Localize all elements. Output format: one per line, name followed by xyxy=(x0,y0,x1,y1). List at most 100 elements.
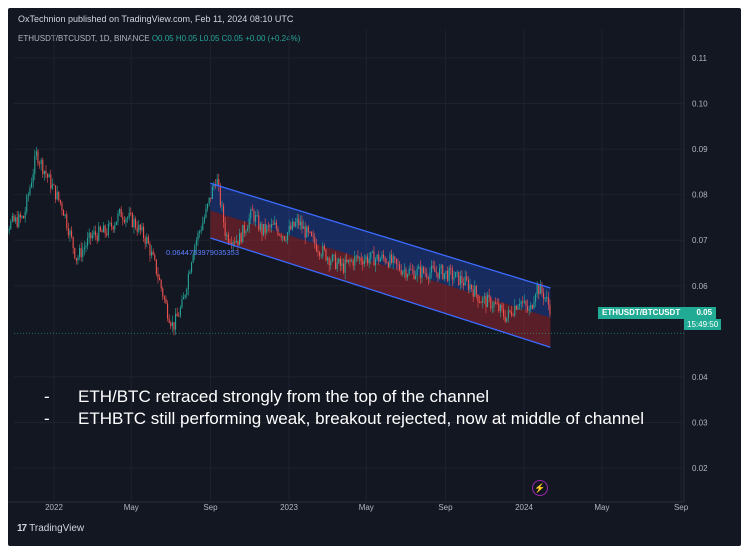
candle-body xyxy=(352,260,354,266)
candle-body xyxy=(133,218,135,227)
candle-body xyxy=(24,211,26,219)
candle-body xyxy=(109,222,111,224)
candle-body xyxy=(138,224,140,232)
last-price-tag: ETHUSDT/BTCUSDT 0.05 xyxy=(598,307,717,319)
candle-body xyxy=(479,302,481,303)
candle-body xyxy=(509,310,511,312)
candle-body xyxy=(322,245,324,256)
candle-body xyxy=(549,304,551,315)
candle-body xyxy=(168,318,170,323)
ohlc-values: O0.05 H0.05 L0.05 C0.05 +0.00 (+0.24%) xyxy=(151,34,301,43)
candle-body xyxy=(235,240,237,243)
candle-body xyxy=(167,303,169,319)
candle-body xyxy=(394,256,396,259)
candle-body xyxy=(466,276,468,281)
candle-body xyxy=(99,226,101,231)
candle-body xyxy=(266,225,268,233)
tradingview-logo-icon: 17 xyxy=(17,523,27,534)
candle-body xyxy=(154,254,156,260)
candle-body xyxy=(344,259,346,273)
tradingview-logo[interactable]: 17 TradingView xyxy=(17,523,84,534)
symbol-legend[interactable]: ETHUSDT/BTCUSDT, 1D, BINANCE O0.05 H0.05… xyxy=(18,34,300,43)
candle-body xyxy=(240,233,242,243)
candle-body xyxy=(499,305,501,312)
candle-body xyxy=(173,322,175,330)
lightning-icon[interactable]: ⚡ xyxy=(532,480,548,496)
x-tick-label: May xyxy=(594,503,609,512)
candle-body xyxy=(410,269,412,270)
candle-body xyxy=(216,179,218,186)
candle-body xyxy=(117,213,119,222)
candle-body xyxy=(397,263,399,265)
candle-body xyxy=(496,303,498,305)
candle-body xyxy=(346,259,348,263)
candle-body xyxy=(403,269,405,272)
candle-body xyxy=(19,214,21,218)
candle-body xyxy=(506,317,508,322)
candle-body xyxy=(202,222,204,230)
x-tick-label: Sep xyxy=(674,503,689,512)
candle-body xyxy=(251,209,253,211)
candle-body xyxy=(178,316,180,317)
candle-body xyxy=(152,251,154,255)
candle-body xyxy=(125,218,127,223)
candle-body xyxy=(231,243,233,245)
candle-body xyxy=(405,269,407,278)
candle-body xyxy=(159,277,161,281)
candle-body xyxy=(528,309,530,311)
candle-body xyxy=(331,254,333,262)
candle-body xyxy=(141,226,143,230)
candle-body xyxy=(368,258,370,264)
note-row: - ETHBTC still performing weak, breakout … xyxy=(44,408,644,430)
candle-body xyxy=(525,301,527,306)
candle-body xyxy=(104,225,106,234)
candle-body xyxy=(272,224,274,225)
candle-body xyxy=(35,151,37,156)
candle-body xyxy=(458,271,460,285)
candle-body xyxy=(469,284,471,290)
candle-body xyxy=(146,236,148,244)
candle-body xyxy=(40,159,42,165)
candle-body xyxy=(31,182,33,188)
candle-body xyxy=(280,234,282,238)
candle-body xyxy=(139,224,141,230)
candle-body xyxy=(119,208,121,214)
candle-body xyxy=(387,262,389,267)
candle-body xyxy=(10,221,12,229)
y-tick-label: 0.07 xyxy=(692,236,708,245)
candle-body xyxy=(147,236,149,244)
symbol-label[interactable]: ETHUSDT/BTCUSDT, 1D, BINANCE xyxy=(18,34,150,43)
candle-body xyxy=(42,159,44,174)
candle-body xyxy=(520,301,522,305)
candle-body xyxy=(503,308,505,317)
candle-body xyxy=(527,305,529,311)
candle-body xyxy=(151,251,153,256)
candle-body xyxy=(339,258,341,266)
candle-body xyxy=(434,267,436,272)
candle-body xyxy=(338,258,340,263)
candle-body xyxy=(530,305,532,310)
candle-body xyxy=(21,216,23,218)
candle-body xyxy=(375,258,377,266)
candle-body xyxy=(160,280,162,289)
candle-body xyxy=(522,301,524,303)
candle-body xyxy=(87,237,89,246)
candle-body xyxy=(463,283,465,286)
candle-body xyxy=(101,230,103,233)
price-chart[interactable]: 0.11 0.10 0.09 0.08 0.07 0.06 0.04 0.03 0.02 2022… xyxy=(8,8,741,546)
candle-body xyxy=(43,170,45,174)
candle-body xyxy=(256,215,258,217)
candle-body xyxy=(493,302,495,307)
candle-body xyxy=(517,306,519,310)
note-dash: - xyxy=(44,409,50,428)
price-tag-value: 0.05 xyxy=(696,308,713,317)
candle-body xyxy=(16,217,18,227)
candle-body xyxy=(229,242,231,244)
candle-body xyxy=(379,258,381,262)
candle-body xyxy=(429,272,431,280)
candle-body xyxy=(383,254,385,258)
candle-body xyxy=(299,221,301,226)
candle-body xyxy=(93,231,95,235)
candle-body xyxy=(333,254,335,256)
y-tick-label: 0.03 xyxy=(692,418,708,427)
